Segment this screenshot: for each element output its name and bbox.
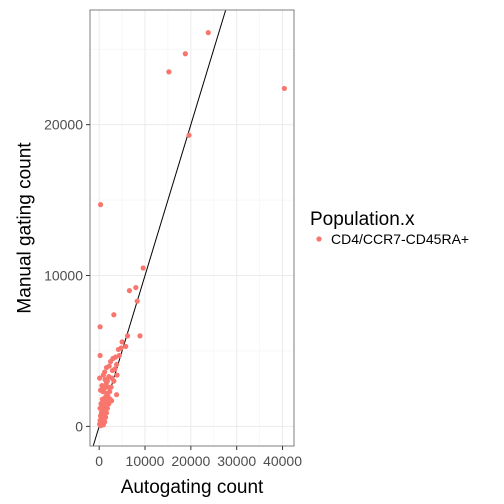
data-point [182, 51, 188, 57]
grid-lines [90, 10, 294, 446]
data-point [102, 377, 108, 383]
data-point [99, 383, 105, 389]
x-axis-ticks: 0 10000 20000 30000 40000 [95, 446, 302, 469]
data-point [105, 384, 111, 390]
data-point [115, 346, 122, 353]
x-tick-label: 30000 [217, 453, 256, 469]
data-point [123, 343, 129, 350]
y-tick-label: 20000 [44, 117, 83, 133]
data-point [100, 401, 106, 407]
data-point [126, 288, 133, 294]
x-tick-label: 20000 [171, 453, 210, 469]
data-point [119, 339, 125, 345]
y-tick-label: 0 [75, 418, 83, 434]
data-points [97, 30, 287, 429]
x-tick-label: 40000 [263, 453, 302, 469]
data-point [97, 375, 103, 381]
data-point [137, 333, 143, 339]
data-point [166, 69, 172, 75]
data-point [186, 132, 192, 138]
data-point [108, 358, 114, 365]
y-axis-ticks: 0 10000 20000 [44, 117, 90, 434]
data-point [104, 398, 110, 404]
data-point [109, 375, 115, 381]
x-tick-label: 0 [95, 453, 103, 469]
data-point [114, 372, 120, 378]
x-axis-title: Autogating count [121, 477, 264, 498]
data-point [116, 352, 122, 359]
data-point [103, 393, 109, 399]
x-tick-label: 10000 [126, 453, 165, 469]
data-point [140, 265, 146, 271]
data-point [134, 298, 140, 304]
legend-series-label: CD4/CCR7-CD45RA+ [331, 231, 469, 247]
data-point [103, 364, 110, 371]
data-point [281, 85, 287, 92]
data-point [97, 387, 104, 393]
legend-title: Population.x [310, 209, 415, 230]
data-point [111, 312, 117, 318]
data-point [97, 202, 104, 208]
y-axis-title: Manual gating count [15, 142, 36, 314]
data-point [100, 422, 106, 428]
data-point [97, 324, 103, 330]
panel-border [89, 9, 295, 447]
data-point [205, 30, 211, 36]
plot-panel [90, 10, 294, 446]
data-point [133, 284, 139, 291]
data-point [100, 372, 106, 378]
legend: Population.x CD4/CCR7-CD45RA+ [310, 209, 469, 247]
data-point [97, 352, 103, 359]
data-point [113, 361, 120, 368]
data-point [97, 405, 103, 411]
data-point [124, 333, 131, 339]
data-point [112, 366, 118, 372]
y-tick-label: 10000 [44, 268, 83, 284]
legend-key-marker [316, 236, 322, 242]
data-point [113, 392, 120, 398]
